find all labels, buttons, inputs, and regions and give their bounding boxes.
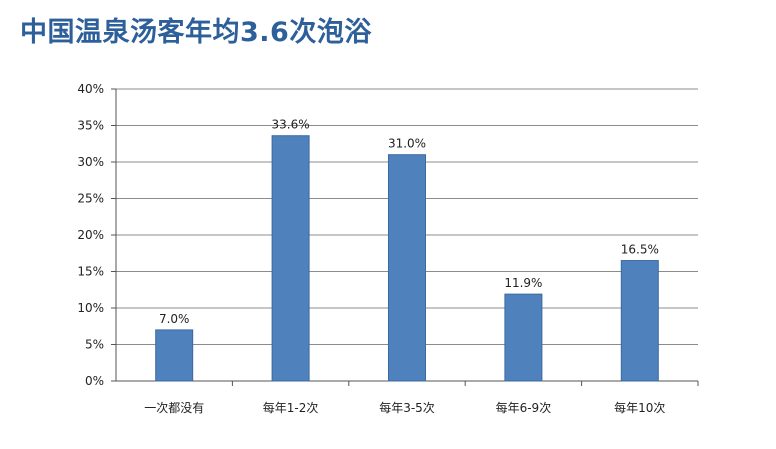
x-category-label: 每年6-9次 — [496, 400, 552, 415]
y-tick-label: 25% — [77, 192, 104, 206]
data-label: 33.6% — [272, 118, 310, 132]
bar — [504, 293, 543, 382]
bar — [620, 260, 659, 382]
x-category-label: 每年1-2次 — [263, 400, 319, 415]
data-label: 16.5% — [621, 243, 659, 257]
y-tick-label: 35% — [77, 119, 104, 133]
data-label: 7.0% — [159, 312, 190, 326]
bars — [155, 135, 659, 382]
y-tick-label: 5% — [85, 338, 104, 352]
y-axis-ticks: 0% 5% 10% 15% 20% 25% 30% 35% 40% — [77, 82, 116, 388]
data-labels: 7.0% 33.6% 31.0% 11.9% 16.5% — [159, 118, 659, 326]
data-label: 31.0% — [388, 137, 426, 151]
bar — [155, 329, 194, 382]
y-tick-label: 0% — [85, 374, 104, 388]
y-tick-label: 30% — [77, 155, 104, 169]
page-title: 中国温泉汤客年均3.6次泡浴 — [20, 17, 372, 48]
x-category-label: 一次都没有 — [144, 400, 204, 415]
y-tick-label: 20% — [77, 228, 104, 242]
y-tick-label: 10% — [77, 301, 104, 315]
data-label: 11.9% — [504, 276, 542, 290]
x-axis-categories: 一次都没有 每年1-2次 每年3-5次 每年6-9次 每年10次 — [144, 381, 699, 415]
bar — [388, 154, 426, 382]
x-category-label: 每年3-5次 — [379, 400, 435, 415]
y-tick-label: 15% — [77, 265, 104, 279]
bar — [271, 135, 310, 382]
y-tick-label: 40% — [77, 82, 104, 96]
x-category-label: 每年10次 — [614, 400, 665, 415]
